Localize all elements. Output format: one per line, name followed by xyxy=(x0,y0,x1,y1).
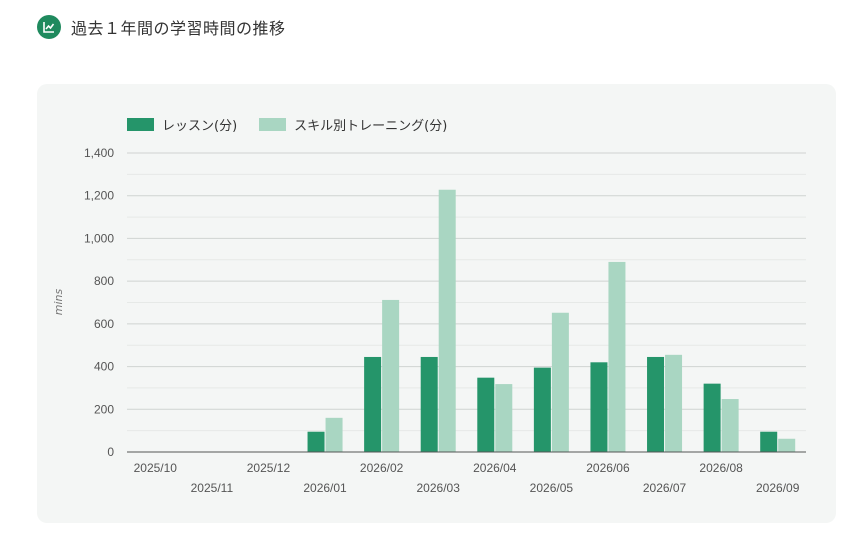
bar-skill-training xyxy=(438,189,456,452)
x-tick-label: 2026/05 xyxy=(530,481,574,495)
bar-skill-training xyxy=(551,312,569,452)
bar-lesson xyxy=(703,383,721,452)
bar-skill-training xyxy=(665,354,683,452)
legend-label-lesson: レッスン(分) xyxy=(162,119,238,134)
page-title: 過去１年間の学習時間の推移 xyxy=(71,19,286,38)
x-tick-label: 2026/09 xyxy=(756,481,800,495)
y-tick-label: 0 xyxy=(107,445,114,459)
x-tick-label: 2025/11 xyxy=(191,481,234,495)
y-axis-title: mins xyxy=(52,288,65,315)
x-tick-label: 2026/04 xyxy=(473,461,517,475)
bar-lesson xyxy=(420,356,438,452)
bar-lesson xyxy=(760,431,778,452)
y-tick-label: 600 xyxy=(94,317,114,331)
bar-lesson xyxy=(533,367,551,452)
x-tick-label: 2026/08 xyxy=(699,461,743,475)
x-tick-label: 2026/01 xyxy=(303,481,347,495)
y-tick-label: 1,200 xyxy=(84,189,114,203)
chart-header: 過去１年間の学習時間の推移 xyxy=(37,14,286,40)
bar-skill-training xyxy=(721,399,739,452)
bar-skill-training xyxy=(325,417,343,452)
x-tick-label: 2026/07 xyxy=(643,481,687,495)
bar-lesson xyxy=(364,356,382,452)
x-tick-label: 2026/06 xyxy=(586,461,630,475)
legend-swatch-lesson xyxy=(127,118,154,131)
y-tick-label: 1,400 xyxy=(84,146,114,160)
chart-icon xyxy=(37,15,61,39)
bar-skill-training xyxy=(608,261,626,452)
chart-legend: レッスン(分) スキル別トレーニング(分) xyxy=(127,115,469,134)
bar-skill-training xyxy=(778,438,796,452)
y-tick-label: 400 xyxy=(94,360,114,374)
x-tick-label: 2026/03 xyxy=(417,481,461,495)
bar-skill-training xyxy=(495,384,513,452)
y-tick-label: 1,000 xyxy=(84,231,114,245)
legend-label-skill-training: スキル別トレーニング(分) xyxy=(294,119,448,134)
y-tick-label: 800 xyxy=(94,274,114,288)
bar-lesson xyxy=(647,356,665,452)
y-tick-label: 200 xyxy=(94,402,114,416)
x-tick-label: 2025/10 xyxy=(134,461,178,475)
bar-skill-training xyxy=(382,299,400,452)
bar-lesson xyxy=(307,431,325,452)
legend-swatch-skill-training xyxy=(259,118,287,131)
bar-lesson xyxy=(590,362,608,452)
x-tick-label: 2025/12 xyxy=(247,461,291,475)
legend-item-lesson[interactable]: レッスン(分) xyxy=(127,115,237,134)
legend-item-skill-training[interactable]: スキル別トレーニング(分) xyxy=(259,115,447,134)
x-tick-label: 2026/02 xyxy=(360,461,404,475)
bar-lesson xyxy=(477,377,495,452)
